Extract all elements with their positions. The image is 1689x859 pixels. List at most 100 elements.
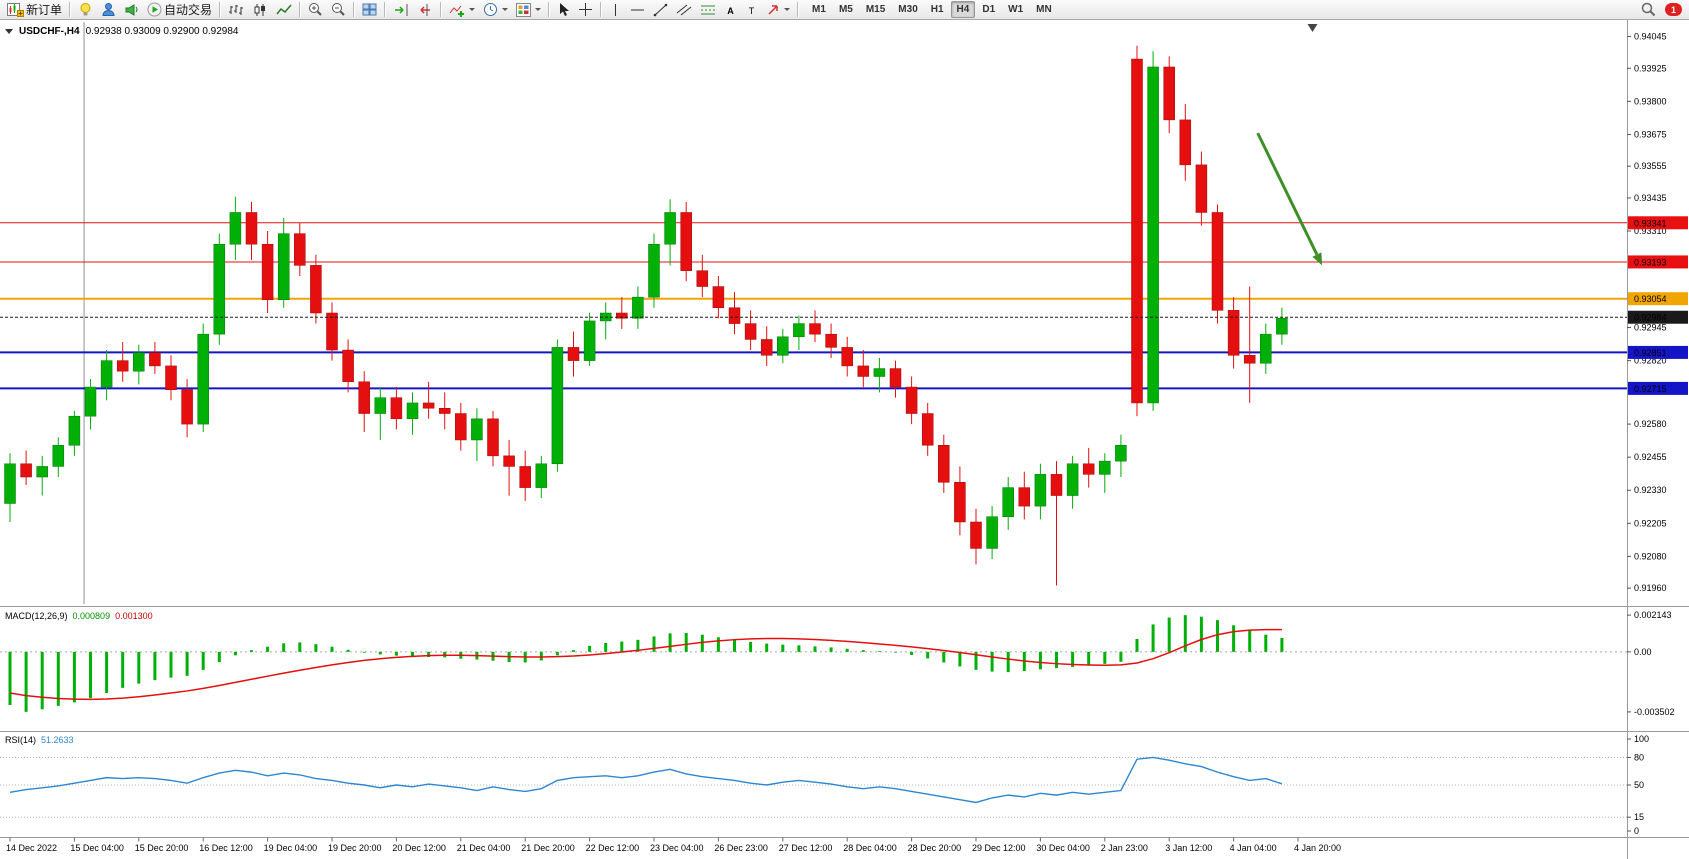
horizontal-line-objects[interactable] [0, 222, 1627, 390]
svg-text:15 Dec 04:00: 15 Dec 04:00 [70, 843, 124, 853]
timeframe-d1-button[interactable]: D1 [982, 4, 996, 15]
svg-text:80: 80 [1634, 752, 1644, 762]
text-label-button[interactable]: T [741, 0, 762, 20]
cursor-icon [557, 2, 570, 17]
time-axis[interactable]: 14 Dec 2022 15 Dec 04:00 15 Dec 20:00 16 De… [6, 837, 1341, 854]
svg-text:100: 100 [1634, 734, 1649, 744]
new-order-button[interactable]: 新订单 [3, 0, 66, 20]
bars-icon [228, 3, 244, 17]
svg-text:14 Dec 2022: 14 Dec 2022 [6, 843, 57, 853]
macd-axis[interactable]: 0.002143 0.00 -0.003502 [1627, 610, 1675, 717]
text-t-icon: T [745, 3, 758, 17]
templates-button[interactable] [512, 0, 545, 20]
notification-badge[interactable]: 1 [1665, 3, 1682, 16]
panel-splitters[interactable] [0, 20, 1689, 859]
svg-text:0.93341: 0.93341 [1634, 218, 1667, 228]
ohlc-quote-label: 0.92938 0.93009 0.92900 0.92984 [85, 26, 239, 37]
toolbar: 新订单 自动交易 A T M1 M5 M15 M30 H1 H4 D1 W1 MN 1 [0, 0, 1689, 20]
auto-scroll-button[interactable] [389, 0, 413, 20]
svg-text:0.92580: 0.92580 [1634, 419, 1667, 429]
timeframe-group: M1 M5 M15 M30 H1 H4 D1 W1 MN [806, 1, 1058, 18]
line-chart-button[interactable] [272, 0, 296, 20]
svg-text:28 Dec 04:00: 28 Dec 04:00 [843, 843, 897, 853]
toolbar-separator [69, 2, 72, 17]
svg-text:19 Dec 20:00: 19 Dec 20:00 [328, 843, 382, 853]
clock-icon [483, 2, 498, 17]
metaquotes-button[interactable] [74, 0, 97, 20]
trend-arrow-annotation[interactable] [1256, 132, 1323, 266]
hline-icon [630, 3, 645, 17]
symbol-period-label: USDCHF-,H4 [19, 26, 80, 37]
timeframe-w1-button[interactable]: W1 [1008, 4, 1024, 15]
news-button[interactable] [120, 0, 143, 20]
tile-windows-button[interactable] [358, 0, 381, 20]
arrows-button[interactable] [762, 0, 794, 20]
toolbar-separator [353, 2, 356, 17]
svg-text:30 Dec 04:00: 30 Dec 04:00 [1036, 843, 1090, 853]
crosshair-button[interactable] [574, 0, 597, 20]
chart-shift-marker[interactable] [1307, 24, 1318, 32]
search-button[interactable] [1637, 0, 1660, 20]
candles-series [4, 45, 1288, 586]
dropdown-caret-icon [502, 8, 509, 11]
svg-text:0.93675: 0.93675 [1634, 129, 1667, 139]
horizontal-line-button[interactable] [626, 0, 649, 20]
periods-button[interactable] [479, 0, 512, 20]
fibonacci-button[interactable] [696, 0, 720, 20]
svg-text:0.94045: 0.94045 [1634, 32, 1667, 42]
arrows-icon [766, 3, 780, 17]
timeframe-m1-button[interactable]: M1 [812, 4, 826, 15]
zoom-in-button[interactable] [304, 0, 327, 20]
svg-text:-0.003502: -0.003502 [1634, 707, 1675, 717]
indicators-button[interactable] [445, 0, 479, 20]
svg-text:0.91960: 0.91960 [1634, 583, 1667, 593]
svg-text:0.93193: 0.93193 [1634, 257, 1667, 267]
price-axis[interactable]: 0.94045 0.93925 0.93800 0.93675 0.93555 0.934… [1627, 32, 1667, 594]
bar-chart-button[interactable] [224, 0, 248, 20]
svg-text:0.92984: 0.92984 [1634, 313, 1667, 323]
zoom-out-button[interactable] [327, 0, 350, 20]
chart-shift-button[interactable] [413, 0, 437, 20]
svg-text:3 Jan 12:00: 3 Jan 12:00 [1165, 843, 1212, 853]
svg-text:0.002143: 0.002143 [1634, 610, 1672, 620]
dropdown-caret-icon [469, 8, 476, 11]
toolbar-separator [600, 2, 603, 17]
trendline-button[interactable] [649, 0, 672, 20]
template-icon [516, 2, 532, 17]
svg-text:23 Dec 04:00: 23 Dec 04:00 [650, 843, 704, 853]
timeframe-h4-button[interactable]: H4 [950, 1, 976, 18]
play-icon [147, 2, 162, 17]
chart-title-bar: USDCHF-,H4 0.92938 0.93009 0.92900 0.929… [5, 26, 239, 37]
macd-indicator [0, 615, 1627, 712]
timeframe-m15-button[interactable]: M15 [865, 4, 886, 15]
rsi-name: RSI(14) [5, 735, 37, 745]
svg-text:20 Dec 12:00: 20 Dec 12:00 [392, 843, 446, 853]
timeframe-mn-button[interactable]: MN [1036, 4, 1052, 15]
svg-text:29 Dec 12:00: 29 Dec 12:00 [972, 843, 1026, 853]
autotrading-button[interactable]: 自动交易 [143, 0, 216, 20]
rsi-axis[interactable]: 100 80 50 15 0 [1627, 734, 1649, 836]
equidistant-channel-button[interactable] [672, 0, 696, 20]
community-button[interactable] [97, 0, 120, 20]
svg-text:16 Dec 12:00: 16 Dec 12:00 [199, 843, 253, 853]
cursor-button[interactable] [553, 0, 574, 20]
svg-text:0.93925: 0.93925 [1634, 63, 1667, 73]
fibo-icon [700, 3, 716, 17]
svg-text:T: T [749, 6, 755, 16]
toolbar-separator [548, 2, 551, 17]
one-click-trading-icon[interactable] [5, 29, 13, 34]
candlestick-chart-button[interactable] [248, 0, 272, 20]
crosshair-icon [578, 2, 593, 17]
chart-shift-icon [417, 3, 433, 17]
svg-text:2 Jan 23:00: 2 Jan 23:00 [1101, 843, 1148, 853]
toolbar-right: 1 [1637, 0, 1686, 20]
svg-text:0.93054: 0.93054 [1634, 294, 1667, 304]
timeframe-m30-button[interactable]: M30 [898, 4, 918, 15]
text-button[interactable]: A [720, 0, 741, 20]
svg-text:0.92330: 0.92330 [1634, 485, 1667, 495]
toolbar-separator [797, 2, 800, 17]
vertical-line-button[interactable] [605, 0, 626, 20]
timeframe-h1-button[interactable]: H1 [930, 4, 944, 15]
timeframe-m5-button[interactable]: M5 [838, 4, 853, 15]
